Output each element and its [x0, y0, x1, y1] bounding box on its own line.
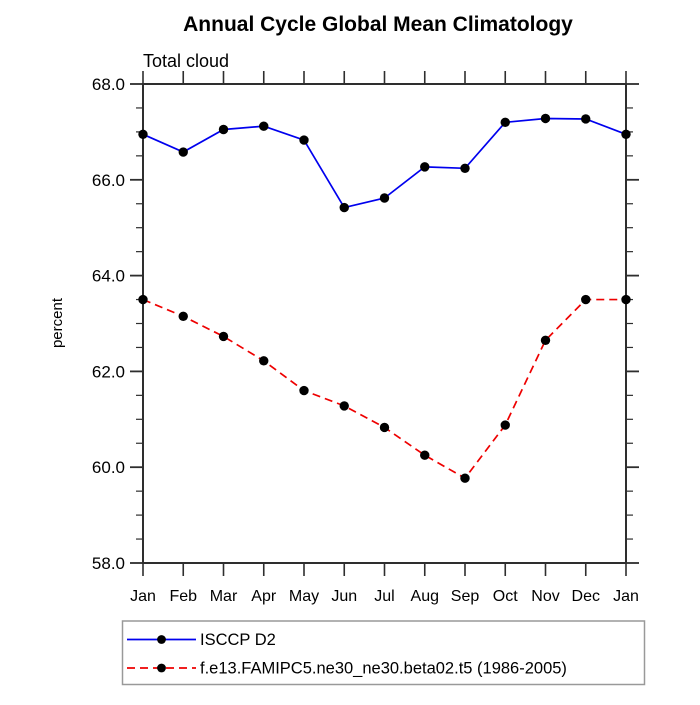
data-point-marker: [621, 294, 631, 305]
data-point-marker: [500, 117, 510, 128]
x-tick-label: Apr: [251, 588, 277, 605]
y-tick-label: 68.0: [92, 75, 125, 94]
data-point-marker: [339, 401, 349, 411]
x-tick-label: Mar: [210, 588, 238, 605]
legend-marker: [157, 635, 166, 644]
legend-label: f.e13.FAMIPC5.ne30_ne30.beta02.t5 (1986-…: [200, 660, 567, 678]
data-point-marker: [339, 202, 349, 213]
data-point-marker: [299, 135, 309, 145]
data-point-marker: [540, 113, 551, 124]
x-tick-label: Aug: [411, 588, 439, 605]
chart-subtitle: Total cloud: [143, 51, 229, 71]
legend-box: [121, 620, 646, 686]
data-point-marker: [379, 193, 390, 203]
x-tick-label: Jun: [331, 588, 357, 605]
y-tick-label: 60.0: [92, 458, 125, 477]
y-tick-label: 58.0: [92, 554, 125, 573]
data-point-marker: [460, 473, 470, 483]
data-point-marker: [540, 335, 551, 345]
data-point-marker: [259, 356, 269, 366]
data-point-marker: [500, 420, 510, 430]
legend: ISCCP D2 f.e13.FAMIPC5.ne30_ne30.beta02.t…: [121, 620, 646, 686]
data-point-marker: [299, 385, 309, 396]
data-point-marker: [178, 147, 188, 157]
data-point-marker: [581, 114, 591, 124]
x-tick-label: Jul: [374, 588, 394, 605]
data-point-marker: [621, 129, 631, 139]
x-tick-label: May: [289, 588, 319, 605]
data-point-marker: [420, 450, 430, 460]
plot-area: Jan Feb Mar Apr May Jun Jul Aug Sep Oct Nov Dec Jan 5…: [92, 71, 639, 605]
data-point-marker: [138, 129, 148, 139]
legend-label: ISCCP D2: [200, 631, 276, 649]
x-tick-label: Nov: [531, 588, 559, 605]
x-tick-label: Jan: [613, 588, 639, 605]
y-tick-label: 64.0: [92, 267, 125, 286]
y-axis-label: percent: [49, 297, 66, 348]
x-tick-label: Feb: [169, 588, 197, 605]
data-point-marker: [581, 294, 591, 305]
data-point-marker: [218, 331, 229, 342]
legend-marker: [157, 663, 166, 673]
x-tick-label: Sep: [451, 588, 480, 605]
y-tick-label: 62.0: [92, 362, 125, 381]
data-point-marker: [178, 311, 188, 322]
data-point-marker: [259, 121, 269, 131]
x-tick-label: Oct: [493, 588, 518, 605]
data-point-marker: [138, 294, 148, 305]
data-point-marker: [218, 124, 229, 135]
data-point-marker: [379, 422, 390, 433]
axis-frame: [142, 83, 627, 564]
x-tick-label: Jan: [130, 588, 156, 605]
data-point-marker: [420, 162, 430, 172]
chart-title: Annual Cycle Global Mean Climatology: [183, 13, 573, 36]
data-point-marker: [460, 163, 470, 174]
x-tick-label: Dec: [572, 588, 600, 605]
series-line: [142, 298, 626, 480]
y-tick-label: 66.0: [92, 171, 125, 190]
